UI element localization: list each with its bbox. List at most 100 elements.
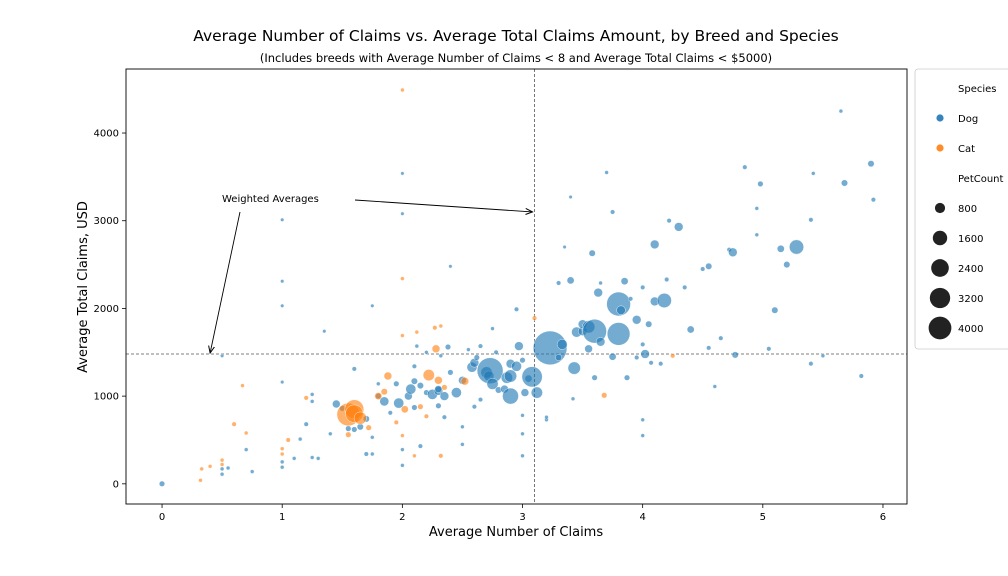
- dog-point: [280, 380, 285, 385]
- dog-point: [250, 469, 255, 474]
- dog-point: [808, 361, 814, 367]
- dog-point: [777, 244, 785, 253]
- cat-point: [207, 464, 213, 469]
- cat-point: [438, 453, 444, 459]
- dog-point: [310, 399, 315, 404]
- dog-point: [674, 222, 684, 232]
- dog-point: [682, 284, 688, 290]
- dog-point: [838, 108, 844, 114]
- dog-point: [438, 353, 443, 358]
- dog-point: [410, 377, 418, 385]
- dog-point: [370, 435, 375, 440]
- dog-point: [531, 386, 543, 399]
- legend-size-title: PetCount: [958, 174, 1004, 185]
- dog-point: [520, 413, 525, 418]
- cat-point: [400, 405, 409, 414]
- dog-point: [742, 164, 748, 170]
- size-legend-label: 3200: [958, 294, 983, 305]
- dog-point: [376, 381, 381, 386]
- cat-point: [434, 376, 443, 385]
- dog-point: [490, 326, 495, 331]
- dog-point: [591, 374, 598, 381]
- legend-species-entries: Dog Cat: [936, 114, 978, 155]
- size-legend-marker: [929, 287, 951, 309]
- dog-point: [570, 396, 576, 401]
- cat-point: [532, 315, 537, 321]
- dog-point: [658, 361, 664, 367]
- dog-point: [225, 465, 231, 471]
- dog-point: [219, 472, 225, 477]
- dog-point: [628, 296, 634, 302]
- dog-point: [650, 239, 660, 250]
- cat-point: [393, 419, 399, 425]
- x-tick-label: 5: [760, 512, 766, 523]
- size-legend-marker: [934, 202, 946, 214]
- dog-point: [607, 322, 631, 346]
- cat-point: [231, 421, 237, 427]
- cat-point: [601, 392, 608, 399]
- dog-point: [400, 211, 405, 216]
- cat-point: [400, 333, 405, 338]
- dog-point: [511, 361, 522, 372]
- dog-point: [584, 344, 593, 353]
- chart-subtitle: (Includes breeds with Average Number of …: [260, 51, 772, 65]
- dog-point: [486, 377, 499, 390]
- dog-point: [310, 392, 315, 397]
- dog-point: [471, 404, 477, 410]
- dog-point: [411, 404, 418, 411]
- dog-point: [478, 397, 483, 403]
- dog-point: [424, 350, 429, 355]
- x-axis-ticks: 0 1 2 3 4 5 6: [159, 504, 886, 523]
- dog-point: [280, 279, 285, 284]
- dog-point: [514, 306, 519, 312]
- size-legend-marker: [932, 230, 948, 246]
- size-legend-label: 1600: [958, 234, 983, 245]
- cat-point: [365, 424, 372, 431]
- dog-point: [328, 431, 333, 436]
- legend-species-title: Species: [958, 84, 997, 95]
- cat-point: [422, 369, 435, 381]
- cat-point: [400, 87, 405, 93]
- dog-point: [544, 415, 549, 420]
- dog-point: [610, 209, 616, 215]
- dog-point: [292, 456, 297, 461]
- size-legend-label: 800: [958, 204, 977, 215]
- dog-point: [811, 171, 816, 176]
- dog-point: [593, 287, 603, 298]
- y-tick-label: 2000: [94, 304, 119, 315]
- plot-frame: [125, 68, 908, 505]
- dog-point: [841, 179, 848, 187]
- dog-point: [666, 218, 672, 224]
- dog-point: [634, 355, 640, 360]
- dog-point: [387, 410, 393, 416]
- cat-point: [345, 431, 352, 438]
- y-axis-ticks: 0 1000 2000 3000 4000: [94, 129, 126, 490]
- dog-point: [728, 247, 738, 257]
- dog-point: [417, 443, 423, 449]
- x-axis-label: Average Number of Claims: [429, 525, 603, 540]
- dog-point: [640, 417, 645, 422]
- dog-point: [370, 303, 375, 308]
- dog-point: [280, 217, 285, 222]
- dog-point: [473, 354, 480, 361]
- chart-title: Average Number of Claims vs. Average Tot…: [193, 27, 838, 45]
- annotation-arrow-right: [354, 199, 533, 212]
- dog-point: [351, 426, 358, 433]
- cat-legend-marker: [936, 144, 944, 152]
- dog-point: [870, 197, 876, 203]
- dog-point: [645, 320, 653, 328]
- dog-point: [706, 345, 712, 351]
- dog-point: [405, 383, 417, 395]
- dog-point: [316, 456, 321, 461]
- cat-point: [417, 403, 424, 410]
- x-tick-label: 3: [519, 512, 525, 523]
- dog-point: [478, 343, 483, 349]
- cat-point: [414, 329, 419, 335]
- dog-point: [303, 421, 309, 427]
- x-tick-label: 1: [279, 512, 285, 523]
- dog-point: [502, 387, 519, 405]
- dog-point: [754, 232, 759, 237]
- y-tick-label: 1000: [94, 392, 119, 403]
- cat-point: [353, 411, 367, 425]
- cat-point: [198, 478, 203, 483]
